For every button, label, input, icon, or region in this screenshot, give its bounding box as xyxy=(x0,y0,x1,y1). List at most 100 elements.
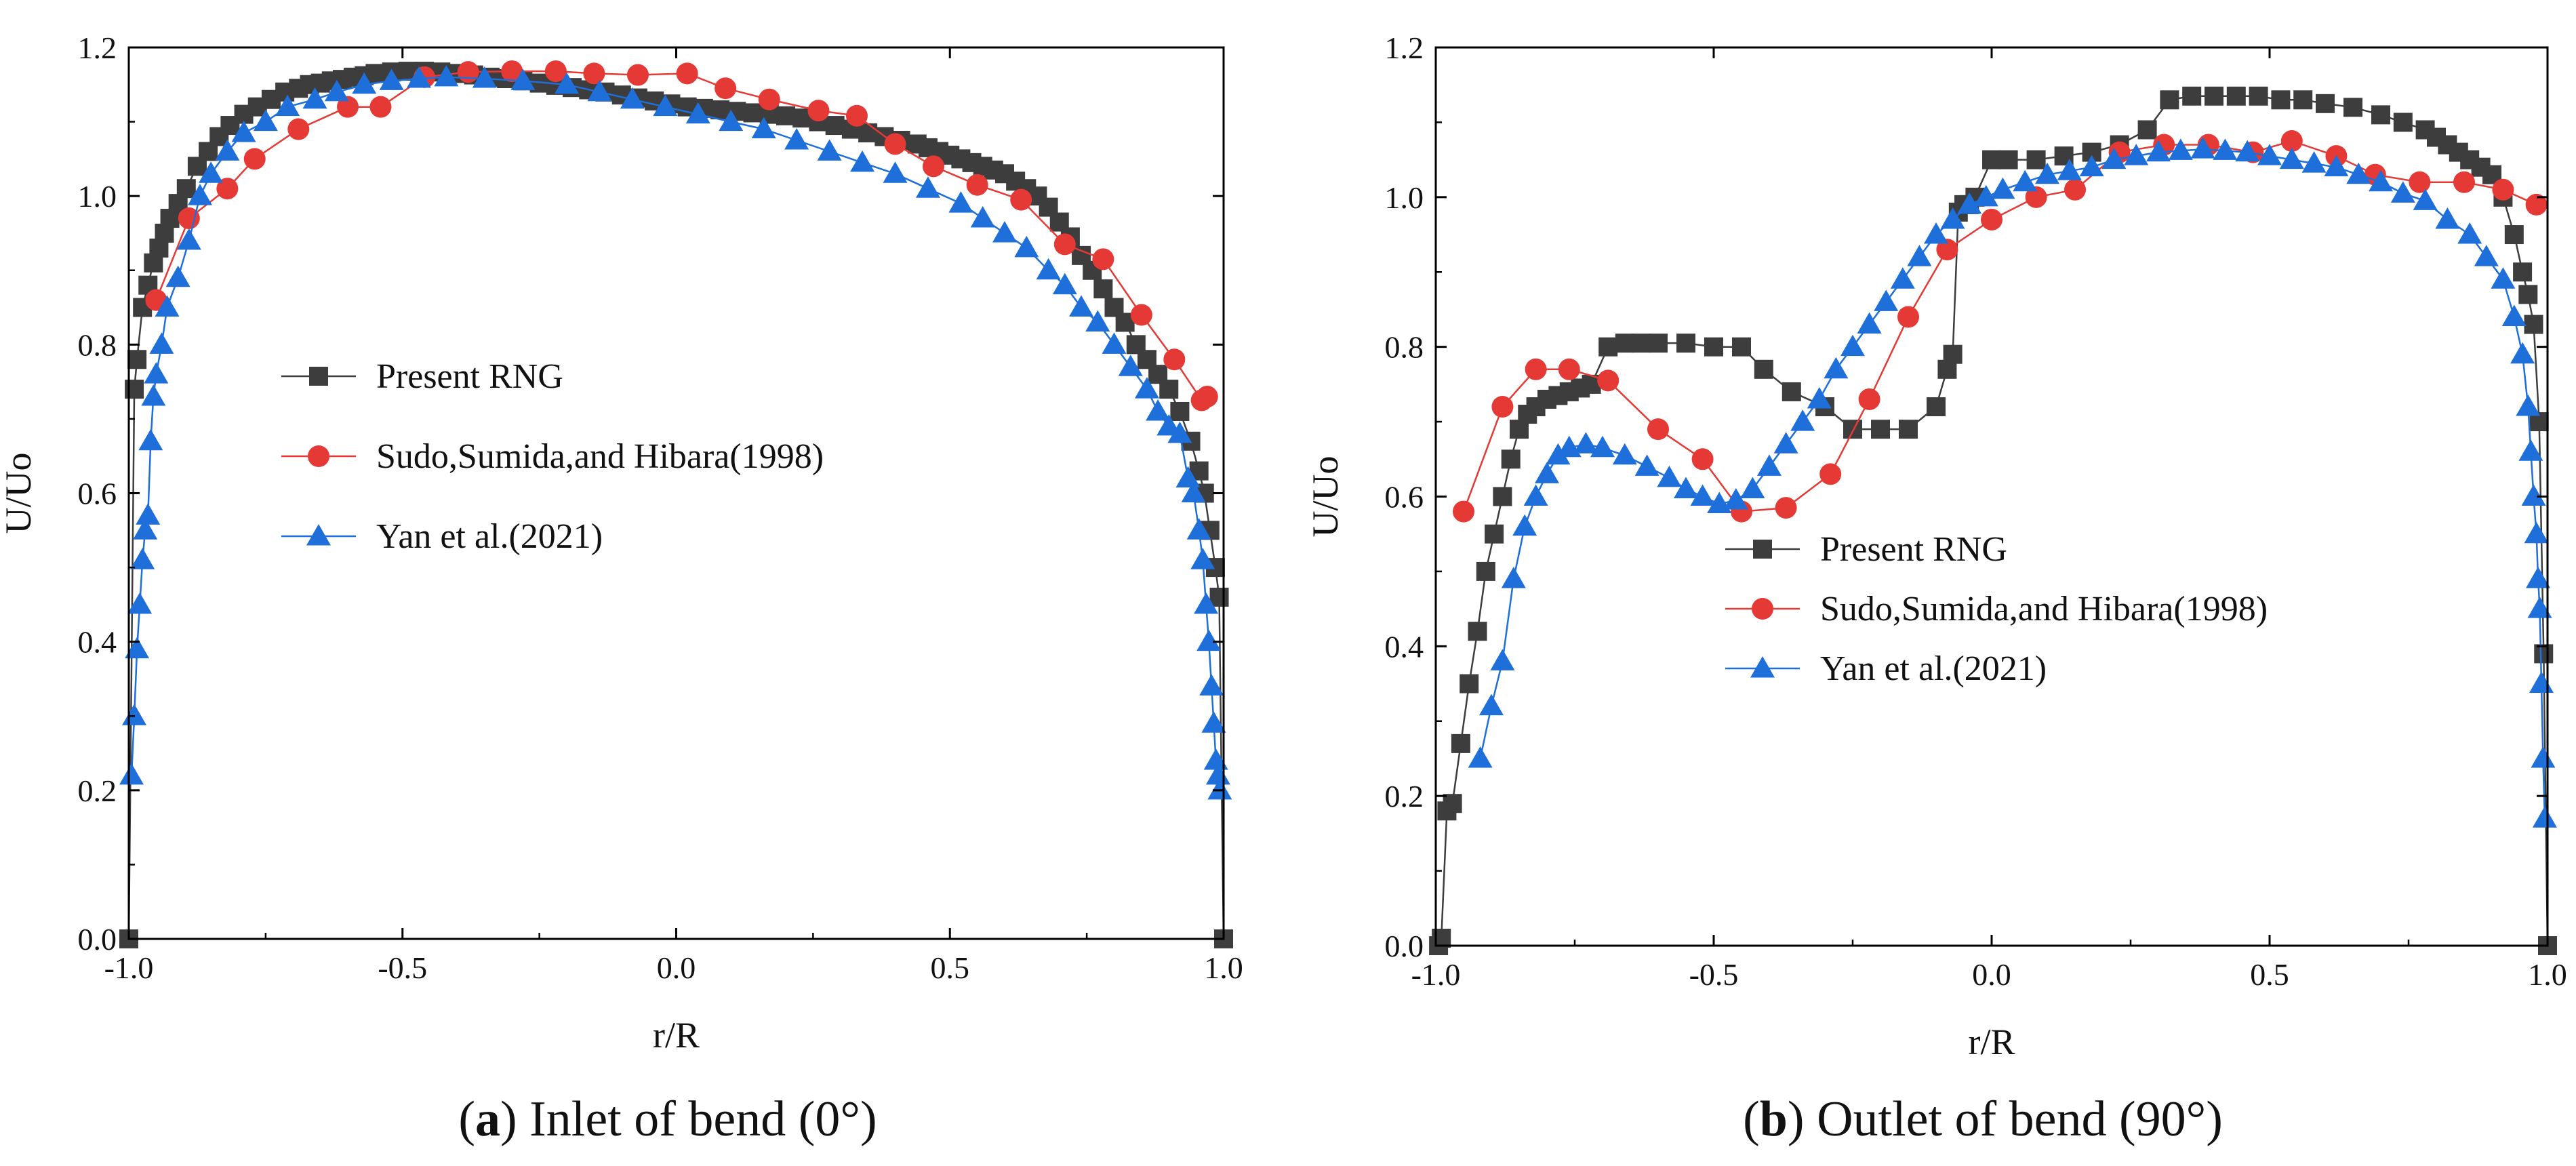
panel-b-series-2-point xyxy=(2324,155,2349,177)
panel-b-legend-marker xyxy=(1753,540,1772,559)
panel-a-series-2-point xyxy=(1199,674,1224,696)
panel-b-series-0-point xyxy=(1476,561,1495,581)
panel-a-series-1-point xyxy=(501,60,523,83)
panel-b-series-2-point xyxy=(2235,140,2260,162)
panel-b-y-tick-label: 1.2 xyxy=(1385,31,1424,65)
panel-b-x-axis-title: r/R xyxy=(1968,1022,2015,1062)
panel-a-series-2-point xyxy=(1085,310,1110,331)
panel-b-series-0-point xyxy=(1451,733,1470,753)
panel-b-caption-text: Outlet of bend (90°) xyxy=(1805,1091,2223,1147)
panel-b-x-tick-label: -0.5 xyxy=(1689,957,1739,992)
panel-b-series-2-point xyxy=(1674,477,1698,498)
panel-b-series-2-point xyxy=(1657,465,1682,487)
panel-b: -1.0 -0.5 0.0 0.5 1.0 r/R 0.0 0.2 0.4 0.6 0.8 1.0 1.… xyxy=(1305,31,2567,1147)
panel-a-series-1-point xyxy=(216,178,239,200)
panel-b-series-2-point xyxy=(1940,207,1965,229)
panel-a-series-0-point xyxy=(1093,279,1113,299)
panel-a-series-2-point xyxy=(138,428,163,451)
panel-a-legend-label: Yan et al.(2021) xyxy=(376,517,603,556)
panel-b-legend-marker xyxy=(1752,598,1773,620)
panel-b-series-2-point xyxy=(1757,454,1782,476)
panel-b-series-2-point xyxy=(1573,432,1598,454)
panel-a-series-2-point xyxy=(719,109,744,132)
panel-a-x-axis-title: r/R xyxy=(653,1015,700,1056)
panel-a-series-1-point xyxy=(369,96,392,118)
panel-b-series-2-point xyxy=(2369,169,2393,192)
panel-a-series-1-point xyxy=(1053,233,1076,256)
panel-b-series-0-point xyxy=(1899,420,1918,439)
panel-b-series-0-point xyxy=(2393,113,2413,132)
panel-a-series-0-point xyxy=(1159,380,1179,399)
panel-b-series-0-point xyxy=(2249,86,2268,106)
panel-a-series-2-point xyxy=(883,161,908,183)
panel-b-x-tick-label: -1.0 xyxy=(1411,957,1461,992)
panel-a-y-tick-label: 0.6 xyxy=(78,477,117,511)
panel-b-series-1 xyxy=(1453,130,2548,523)
panel-a-series-2-point xyxy=(379,68,404,90)
panel-b-series-0-point xyxy=(1632,334,1651,353)
panel-b-series-0-point xyxy=(2271,90,2291,110)
panel-a-series-1-point xyxy=(676,62,698,85)
panel-a: -1.0 -0.5 0.0 0.5 1.0 r/R 0.0 0.2 0.4 0.6 0.8 1.0 1.… xyxy=(0,31,1243,1147)
panel-b-series-1-point xyxy=(1858,388,1880,410)
panel-b-legend-label: Present RNG xyxy=(1820,530,2007,569)
panel-b-series-2-point xyxy=(2190,137,2215,159)
panel-b-series-1-point xyxy=(2280,130,2303,153)
panel-b-series-2-point xyxy=(2213,138,2238,160)
panel-b-series-2-point xyxy=(1523,484,1548,506)
panel-b-x-tick-label: 0.5 xyxy=(2250,957,2289,992)
panel-a-series-2-point xyxy=(1190,548,1215,569)
panel-b-series-2-point xyxy=(2013,169,2038,192)
panel-b-series-2-point xyxy=(2279,147,2304,169)
panel-a-series-0-line xyxy=(127,70,1225,940)
panel-a-y-tick-label: 0.4 xyxy=(78,625,117,660)
panel-a-y-tick-label: 1.2 xyxy=(78,31,117,65)
panel-a-caption-text: Inlet of bend (0°) xyxy=(517,1091,877,1147)
panel-a-series-1-point xyxy=(758,88,780,110)
panel-b-series-2-point xyxy=(1773,432,1798,454)
panel-a-y-tick-label: 1.0 xyxy=(78,179,117,214)
panel-b-series-2-point xyxy=(1824,357,1849,379)
panel-a-caption-letter: a xyxy=(475,1091,500,1147)
panel-b-series-2-point xyxy=(1973,184,1998,207)
panel-b-series-1-point xyxy=(1453,500,1474,523)
panel-b-series-1-point xyxy=(2492,178,2514,201)
panel-b-series-2-point xyxy=(2474,245,2499,266)
panel-b-series-1-point xyxy=(1647,418,1669,441)
panel-a-series-0-point xyxy=(710,100,730,120)
panel-b-y-tick-label: 0.8 xyxy=(1385,330,1424,365)
panel-a-y-axis-title: U/Uo xyxy=(0,453,39,534)
panel-a-series-2-point xyxy=(199,161,224,183)
panel-a-series-1-point xyxy=(1092,248,1114,270)
panel-b-series-2-point xyxy=(2457,222,2482,244)
panel-b-y-tick-label: 0.0 xyxy=(1385,929,1424,963)
panel-a-series-0 xyxy=(119,62,1233,948)
panel-a-series-2-line xyxy=(130,76,1221,790)
panel-b-series-2-point xyxy=(1924,222,1948,244)
panel-b-series-2-point xyxy=(1723,488,1748,510)
panel-b-series-2-point xyxy=(2529,671,2554,693)
panel-b-series-2-point xyxy=(1479,693,1504,716)
panel-a-series-2-point xyxy=(817,139,842,161)
panel-b-caption-letter: b xyxy=(1760,1091,1788,1147)
panel-b-series-1-point xyxy=(1491,396,1514,418)
panel-b-series-2 xyxy=(1468,137,2557,828)
panel-b-series-2-point xyxy=(1468,746,1493,768)
panel-b-series-2-point xyxy=(2413,188,2438,210)
panel-b-series-2-point xyxy=(2146,140,2171,162)
panel-a-series-0-point xyxy=(825,116,845,136)
panel-b-series-2-point xyxy=(2257,144,2282,165)
panel-b-series-2-point xyxy=(2532,806,2557,828)
panel-b-series-0-point xyxy=(1598,337,1618,357)
panel-b-series-0-point xyxy=(2160,90,2179,110)
panel-a-plot-frame xyxy=(127,46,1225,940)
panel-a-series-2-point xyxy=(434,64,459,87)
panel-a-series-0-point xyxy=(176,179,196,199)
panel-a-series-0-point xyxy=(127,350,147,369)
panel-b-series-2-point xyxy=(1512,514,1537,536)
panel-b-series-1-point xyxy=(1597,369,1619,392)
panel-a-series-1-point xyxy=(1163,348,1186,371)
panel-b-series-1-point xyxy=(1819,463,1842,485)
panel-a-y-tick-label: 0.0 xyxy=(78,922,117,957)
panel-b-series-2-point xyxy=(1612,443,1637,465)
